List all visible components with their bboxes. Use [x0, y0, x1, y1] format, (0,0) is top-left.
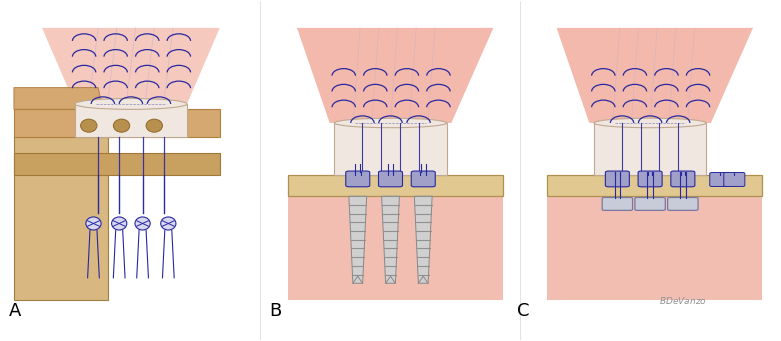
- Ellipse shape: [113, 119, 130, 132]
- Polygon shape: [334, 123, 447, 175]
- Polygon shape: [287, 196, 503, 299]
- Polygon shape: [14, 136, 108, 299]
- FancyBboxPatch shape: [638, 171, 662, 187]
- Ellipse shape: [80, 119, 97, 132]
- FancyBboxPatch shape: [605, 171, 629, 187]
- Polygon shape: [14, 109, 219, 136]
- Ellipse shape: [135, 217, 150, 230]
- Ellipse shape: [334, 118, 447, 128]
- FancyBboxPatch shape: [724, 173, 745, 187]
- Text: $\mathit{BDeVanzo}$: $\mathit{BDeVanzo}$: [659, 295, 707, 306]
- Ellipse shape: [86, 217, 101, 230]
- Polygon shape: [547, 196, 762, 299]
- Polygon shape: [349, 196, 366, 283]
- Polygon shape: [382, 196, 399, 283]
- Ellipse shape: [161, 217, 176, 230]
- Polygon shape: [297, 28, 494, 123]
- Polygon shape: [594, 123, 706, 175]
- Text: B: B: [269, 302, 282, 320]
- Text: C: C: [517, 302, 530, 320]
- FancyBboxPatch shape: [710, 173, 731, 187]
- Polygon shape: [14, 153, 219, 175]
- Polygon shape: [75, 104, 187, 136]
- Polygon shape: [547, 175, 762, 196]
- Polygon shape: [557, 28, 753, 123]
- FancyBboxPatch shape: [379, 171, 402, 187]
- FancyBboxPatch shape: [668, 197, 698, 210]
- FancyBboxPatch shape: [671, 171, 695, 187]
- FancyBboxPatch shape: [346, 171, 369, 187]
- Text: A: A: [9, 302, 21, 320]
- Ellipse shape: [112, 217, 127, 230]
- FancyBboxPatch shape: [602, 197, 633, 210]
- Ellipse shape: [75, 99, 187, 109]
- FancyBboxPatch shape: [635, 197, 665, 210]
- FancyBboxPatch shape: [412, 171, 435, 187]
- Polygon shape: [287, 175, 503, 196]
- Ellipse shape: [146, 119, 162, 132]
- Ellipse shape: [594, 118, 706, 128]
- Polygon shape: [14, 88, 103, 109]
- Polygon shape: [42, 28, 219, 104]
- Polygon shape: [415, 196, 432, 283]
